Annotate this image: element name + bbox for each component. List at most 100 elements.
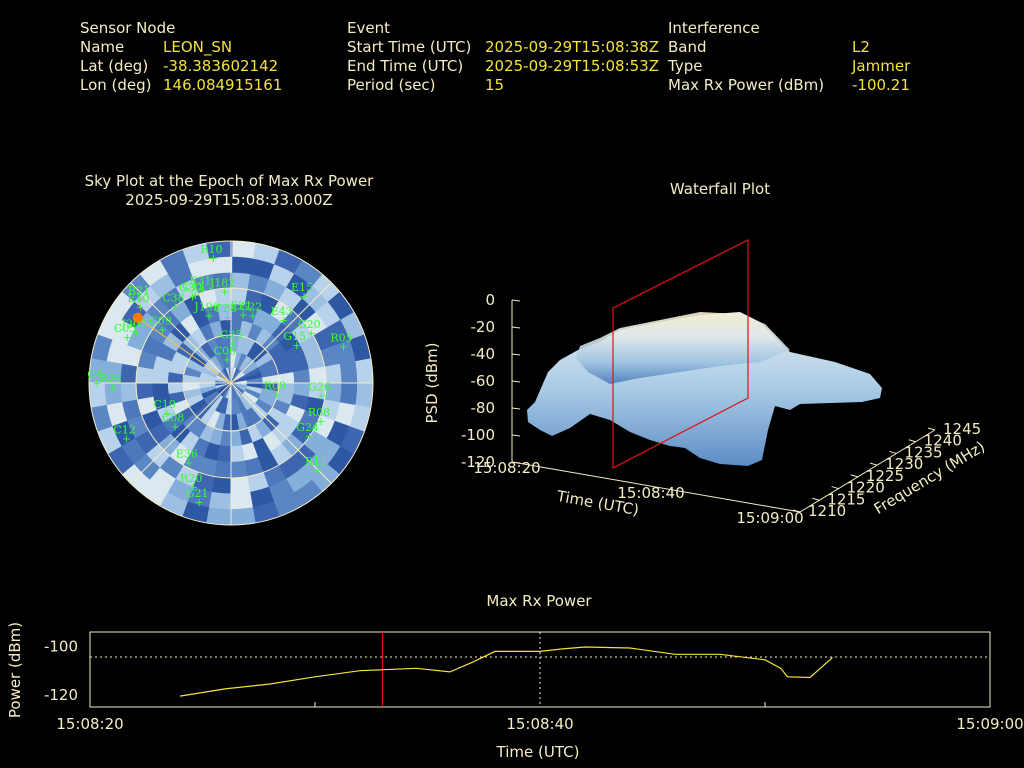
skyplot-tile [233, 351, 243, 369]
skyplot-tile [255, 398, 273, 415]
skyplot-tile [211, 272, 233, 290]
skyplot-tile [198, 382, 216, 389]
skyplot-tile [159, 286, 185, 311]
power-x-tick-label: 15:08:20 [56, 715, 123, 733]
satellite-marker: + [299, 290, 308, 303]
skyplot-background [89, 241, 373, 525]
skyplot-tile [293, 369, 311, 384]
satellite-marker: + [162, 407, 171, 420]
skyplot-tile [225, 383, 231, 399]
satellite-marker: + [209, 252, 218, 265]
skyplot-tile [327, 291, 356, 321]
skyplot-tile [273, 492, 303, 518]
skyplot-tile [314, 438, 341, 466]
skyplot-tile [216, 445, 231, 463]
waterfall-freq-tick [889, 450, 897, 454]
skyplot-tile [137, 395, 157, 416]
skyplot-tile [179, 430, 200, 452]
skyplot-subtitle: 2025-09-29T15:08:33.000Z [125, 191, 332, 209]
satellite-label: G26 [308, 381, 331, 394]
skyplot-tile [183, 382, 200, 392]
satellite-label: C38 [162, 291, 184, 304]
skyplot-tile [190, 327, 208, 347]
skyplot-tile [290, 422, 314, 445]
skyplot-tile [230, 383, 234, 400]
satellite-label: R11 [305, 455, 327, 468]
skyplot-tile [324, 383, 342, 404]
satellite-label: G21 [186, 487, 209, 500]
power-x-label: Time (UTC) [496, 743, 580, 761]
skyplot-tile [249, 486, 275, 508]
skyplot-tile [149, 272, 177, 299]
power-y-tick-label: -100 [44, 638, 78, 656]
skyplot-tile [120, 463, 150, 493]
waterfall-freq-tick [870, 462, 878, 466]
skyplot-tile [231, 383, 240, 399]
satellite-label: E15 [291, 281, 313, 294]
satellite-label: G24 [296, 421, 319, 434]
skyplot-tile [262, 314, 283, 336]
satellite-label: R10 [200, 243, 222, 256]
skyplot-tile [304, 396, 325, 417]
skyplot-tile [294, 259, 324, 288]
satellite-marker: + [292, 339, 301, 352]
skyplot-tile [319, 399, 341, 422]
skyplot-tile [340, 311, 366, 341]
skyplot-tile [214, 396, 226, 414]
skyplot-tile [311, 464, 341, 494]
satellite-label: C06 [214, 345, 236, 358]
skyplot-tile [180, 501, 210, 524]
skyplot-tile [200, 341, 216, 359]
interference-band-value: L2 [852, 38, 870, 56]
skyplot-tile [185, 393, 204, 407]
waterfall-surface-top [576, 312, 790, 384]
skyplot-tile [258, 393, 276, 408]
skyplot-tile [231, 368, 242, 383]
skyplot-tile [222, 335, 232, 352]
skyplot-tile [198, 377, 216, 383]
skyplot-tile [120, 437, 147, 465]
satellite-marker: + [222, 354, 231, 367]
skyplot-tile [209, 256, 233, 275]
waterfall-z-tick [511, 326, 521, 329]
skyplot-jammer-bearing [137, 317, 232, 384]
satellite-label: E10 [127, 292, 149, 305]
skyplot-tile [260, 388, 279, 400]
skyplot-tile [246, 472, 269, 493]
skyplot-tile [231, 335, 240, 352]
waterfall-freq-tick-label: 1245 [943, 420, 981, 438]
skyplot-tile [193, 273, 216, 294]
skyplot-tile [244, 289, 265, 310]
skyplot-tile [236, 412, 248, 431]
skyplot-tile [159, 248, 189, 274]
skyplot-tile [339, 383, 358, 407]
waterfall-z-tick-label: -40 [471, 345, 496, 363]
satellite-label: C12 [113, 424, 135, 437]
skyplot-tile [250, 258, 276, 280]
power-x-tick-label: 15:09:00 [956, 715, 1023, 733]
satellite-marker: + [171, 300, 180, 313]
satellite-label: R20 [180, 472, 202, 485]
skyplot-tile [257, 451, 279, 473]
satellite-label: C4 [87, 368, 102, 381]
sensor-lon-label: Lon (deg) [80, 76, 152, 94]
satellite-label: E43 [271, 305, 293, 318]
skyplot-tile [189, 419, 208, 439]
event-end-label: End Time (UTC) [347, 57, 464, 75]
waterfall-z-tick-label: -80 [471, 399, 496, 417]
skyplot-tile [210, 395, 224, 411]
satellite-label: E31 [189, 275, 211, 288]
satellite-marker: + [188, 291, 197, 304]
power-ticks: 15:08:20 15:08:40 15:09:00 -100 -120 [44, 638, 1024, 733]
skyplot-tile [230, 445, 245, 463]
skyplot-tile [334, 339, 356, 365]
skyplot-tile [275, 391, 294, 406]
skyplot-tile [308, 383, 327, 401]
satellite-label: G20 [298, 318, 321, 331]
skyplot-tile [137, 349, 158, 370]
skyplot-tile [180, 313, 200, 335]
skyplot-tile [183, 293, 205, 315]
skyplot-tile [215, 377, 231, 383]
skyplot-tile [148, 321, 172, 344]
